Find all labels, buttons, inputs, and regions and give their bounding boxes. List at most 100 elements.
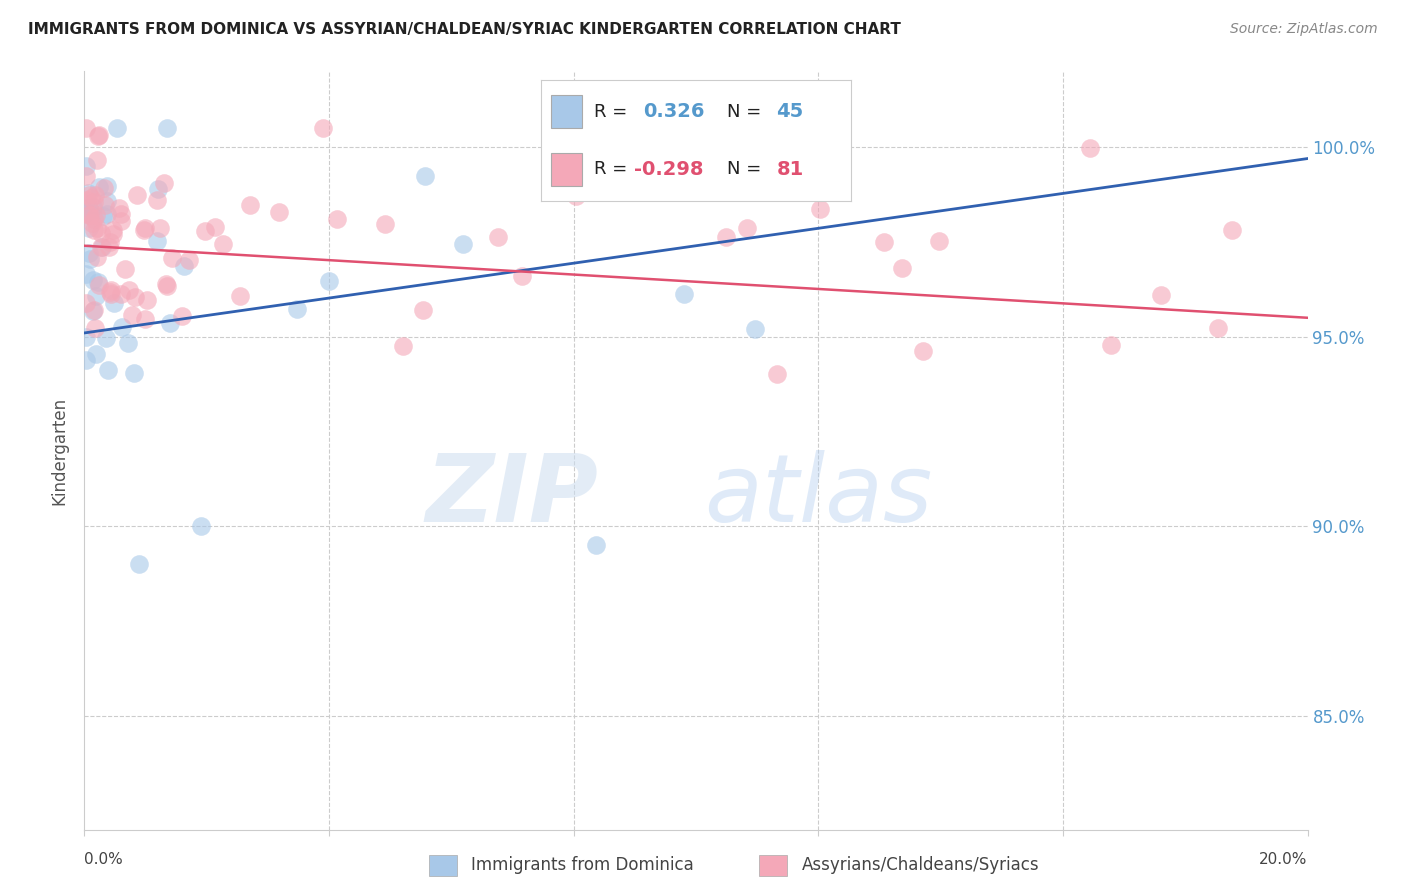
Point (77, 221, 100, 235)
Point (96, 207, 118, 221)
Point (83, 211, 105, 226)
Point (108, 201, 131, 215)
Point (285, 302, 308, 317)
Point (82, 273, 104, 287)
Point (77, 208, 100, 222)
Point (239, 198, 262, 212)
Point (86, 220, 108, 235)
Point (132, 223, 155, 237)
Point (374, 217, 396, 231)
Point (1220, 223, 1243, 237)
Point (98, 235, 121, 249)
Bar (551, 153, 582, 186)
Point (103, 296, 125, 310)
Point (76, 193, 98, 207)
Point (96, 331, 118, 345)
Point (565, 188, 588, 202)
Point (100, 283, 122, 297)
Point (84, 188, 107, 202)
Point (79, 204, 101, 219)
Point (77, 186, 100, 201)
Point (96, 363, 118, 377)
Point (75, 296, 97, 310)
Point (94, 198, 117, 212)
Point (121, 308, 143, 322)
Point (100, 286, 122, 301)
Point (204, 220, 226, 235)
Point (194, 224, 217, 238)
Point (79, 201, 101, 215)
Point (229, 289, 252, 303)
Point (77, 207, 100, 221)
Point (190, 519, 212, 533)
Point (79, 208, 101, 222)
Point (83, 194, 105, 209)
Point (83, 303, 105, 318)
Point (486, 230, 509, 244)
Point (77, 201, 100, 215)
Point (312, 121, 335, 136)
Text: -0.298: -0.298 (634, 160, 703, 179)
Point (98, 240, 121, 254)
Point (744, 322, 766, 336)
Text: Assyrians/Chaldeans/Syriacs: Assyrians/Chaldeans/Syriacs (801, 856, 1039, 874)
Point (808, 202, 831, 217)
Point (82, 303, 104, 318)
Point (134, 220, 156, 235)
Text: 0.326: 0.326 (644, 102, 704, 121)
Point (124, 290, 146, 304)
Y-axis label: Kindergarten: Kindergarten (51, 396, 69, 505)
Point (873, 235, 896, 250)
Point (90, 226, 112, 240)
Point (93, 181, 115, 195)
Text: R =: R = (593, 103, 627, 120)
Point (84, 289, 107, 303)
Point (179, 252, 201, 267)
Point (82, 200, 104, 214)
Point (89, 128, 111, 142)
Point (1206, 321, 1229, 335)
Point (714, 229, 737, 244)
Bar (551, 95, 582, 128)
Point (75, 169, 97, 183)
Point (80, 191, 103, 205)
Point (412, 303, 434, 318)
Text: Immigrants from Dominica: Immigrants from Dominica (471, 856, 693, 874)
Point (105, 121, 128, 136)
Text: 45: 45 (776, 102, 804, 121)
Point (117, 335, 139, 350)
Point (83, 321, 105, 335)
Point (326, 212, 349, 227)
Text: N =: N = (727, 161, 761, 178)
Point (111, 320, 134, 334)
Point (451, 236, 474, 251)
Point (87, 278, 110, 293)
Point (87, 129, 110, 144)
Point (155, 277, 177, 291)
Point (86, 251, 108, 265)
Point (114, 261, 136, 276)
Point (122, 367, 145, 381)
Point (91, 209, 114, 223)
Point (77, 246, 100, 260)
Point (156, 121, 179, 136)
Text: IMMIGRANTS FROM DOMINICA VS ASSYRIAN/CHALDEAN/SYRIAC KINDERGARTEN CORRELATION CH: IMMIGRANTS FROM DOMINICA VS ASSYRIAN/CHA… (28, 22, 901, 37)
Point (766, 367, 789, 381)
Point (75, 330, 97, 344)
Point (75, 353, 97, 368)
Point (392, 338, 415, 352)
Text: R =: R = (593, 161, 627, 178)
Point (125, 188, 148, 202)
Point (318, 273, 340, 287)
Point (145, 193, 167, 207)
Point (211, 236, 233, 251)
Text: 0.0%: 0.0% (84, 852, 124, 867)
Point (160, 251, 183, 265)
Point (510, 269, 533, 284)
Point (86, 208, 108, 222)
Point (928, 234, 950, 248)
Point (146, 182, 169, 196)
Point (267, 205, 290, 219)
Text: 81: 81 (776, 160, 804, 179)
Point (911, 344, 934, 359)
